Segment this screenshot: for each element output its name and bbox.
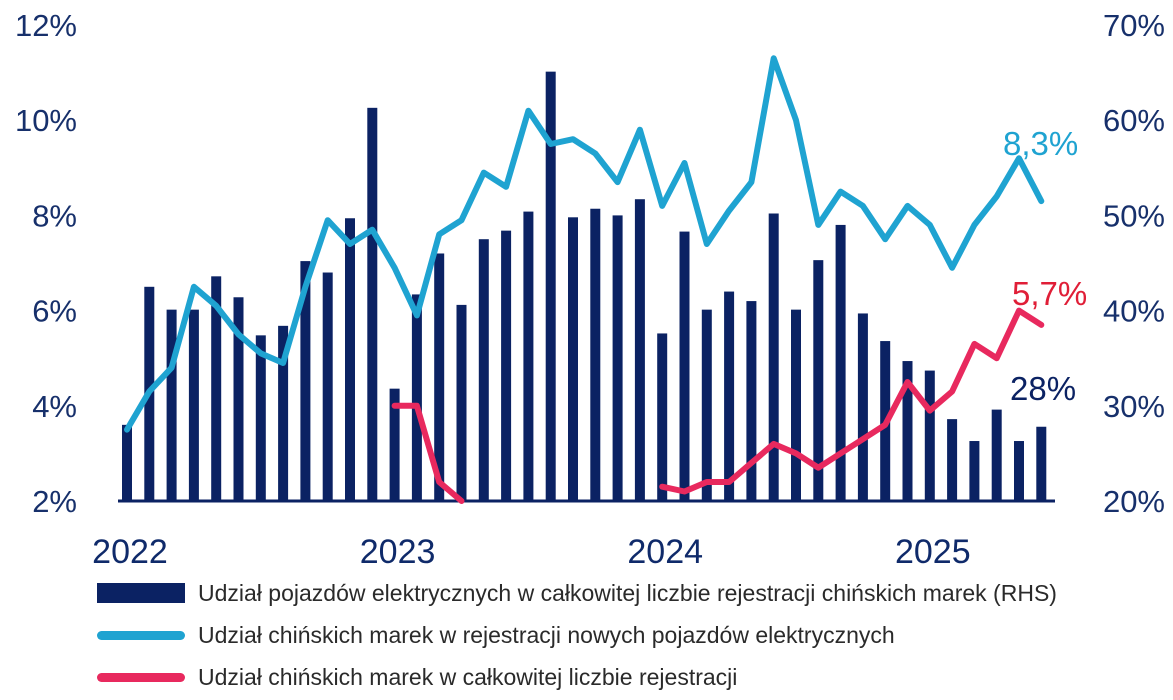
bar-3 — [188, 309, 199, 501]
bar-29 — [768, 213, 779, 501]
bar-39 — [991, 409, 1002, 501]
bar-22 — [612, 215, 623, 501]
right-axis-ticks: 20% 30% 40% 50% 60% 70% — [1103, 8, 1165, 519]
bar-16 — [478, 239, 489, 501]
bar-23 — [634, 199, 645, 501]
legend-label-bars: Udział pojazdów elektrycznych w całkowit… — [198, 579, 1057, 606]
bar-15 — [456, 304, 467, 501]
bar-26 — [701, 309, 712, 501]
annotation-cyan-last-value: 8,3% — [1003, 125, 1078, 162]
bar-5 — [233, 297, 244, 501]
bar-30 — [791, 309, 801, 501]
x-tick-label: 2022 — [92, 533, 168, 571]
legend-item-ev-share-bars: Udział pojazdów elektrycznych w całkowit… — [97, 572, 1157, 614]
line-series-chinese-share-ev — [124, 55, 1045, 433]
bar-36 — [924, 370, 935, 501]
bar-7 — [278, 325, 289, 501]
legend-label-cyan: Udział chińskich marek w rejestracji now… — [198, 621, 895, 648]
bar-6 — [255, 335, 266, 501]
legend-item-cyan-line: Udział chińskich marek w rejestracji now… — [97, 614, 1157, 656]
bar-28 — [746, 301, 757, 501]
bar-10 — [345, 218, 355, 502]
bar-11 — [367, 107, 378, 501]
bar-31 — [813, 260, 824, 501]
right-tick-label: 40% — [1103, 294, 1165, 329]
bar-13 — [411, 294, 422, 501]
left-tick-label: 2% — [32, 484, 77, 519]
legend-swatch-cyan — [97, 630, 185, 640]
bar-27 — [724, 291, 735, 501]
bar-24 — [657, 333, 668, 501]
annotation-red-last-value: 5,7% — [1012, 275, 1087, 312]
annotation-bar-last-value: 28% — [1010, 370, 1076, 407]
bar-21 — [590, 208, 601, 501]
left-axis-ticks: 2% 4% 6% 8% 10% 12% — [15, 8, 77, 519]
bar-series-ev-share — [122, 71, 1047, 502]
x-axis-year-labels: 2022 2023 2024 2025 — [92, 533, 970, 571]
left-tick-label: 8% — [32, 198, 77, 233]
left-tick-label: 4% — [32, 389, 77, 424]
bar-41 — [1036, 426, 1047, 501]
legend-swatch-pink — [97, 672, 185, 682]
legend: Udział pojazdów elektrycznych w całkowit… — [97, 572, 1157, 698]
bar-19 — [545, 71, 556, 501]
legend-item-pink-line: Udział chińskich marek w całkowitej licz… — [97, 656, 1157, 698]
bar-9 — [322, 272, 333, 501]
bar-8 — [300, 261, 311, 501]
right-tick-label: 60% — [1103, 103, 1165, 138]
bar-12 — [389, 388, 400, 501]
x-tick-label: 2025 — [895, 533, 971, 571]
bar-2 — [166, 309, 177, 501]
left-tick-label: 10% — [15, 103, 77, 138]
legend-swatch-bar — [97, 583, 185, 603]
bar-18 — [523, 211, 534, 502]
bar-37 — [947, 419, 958, 501]
left-tick-label: 12% — [15, 8, 77, 43]
bar-20 — [568, 217, 578, 501]
line-series-chinese-share-total-seg2 — [659, 307, 1045, 495]
bar-25 — [679, 231, 690, 502]
x-tick-label: 2023 — [360, 533, 436, 571]
bar-4 — [211, 276, 222, 501]
bar-17 — [501, 230, 512, 501]
bar-33 — [857, 313, 868, 501]
right-tick-label: 30% — [1103, 389, 1165, 424]
left-tick-label: 6% — [32, 294, 77, 329]
line-series-chinese-share-total-seg1 — [391, 402, 465, 504]
right-tick-label: 50% — [1103, 198, 1165, 233]
bar-38 — [969, 441, 980, 501]
right-tick-label: 20% — [1103, 484, 1165, 519]
bar-0 — [122, 424, 132, 501]
right-tick-label: 70% — [1103, 8, 1165, 43]
bar-35 — [902, 361, 913, 501]
bar-40 — [1014, 441, 1024, 501]
x-tick-label: 2024 — [627, 533, 703, 571]
legend-label-pink: Udział chińskich marek w całkowitej licz… — [198, 663, 738, 690]
bar-14 — [434, 253, 445, 501]
bar-32 — [835, 224, 846, 502]
